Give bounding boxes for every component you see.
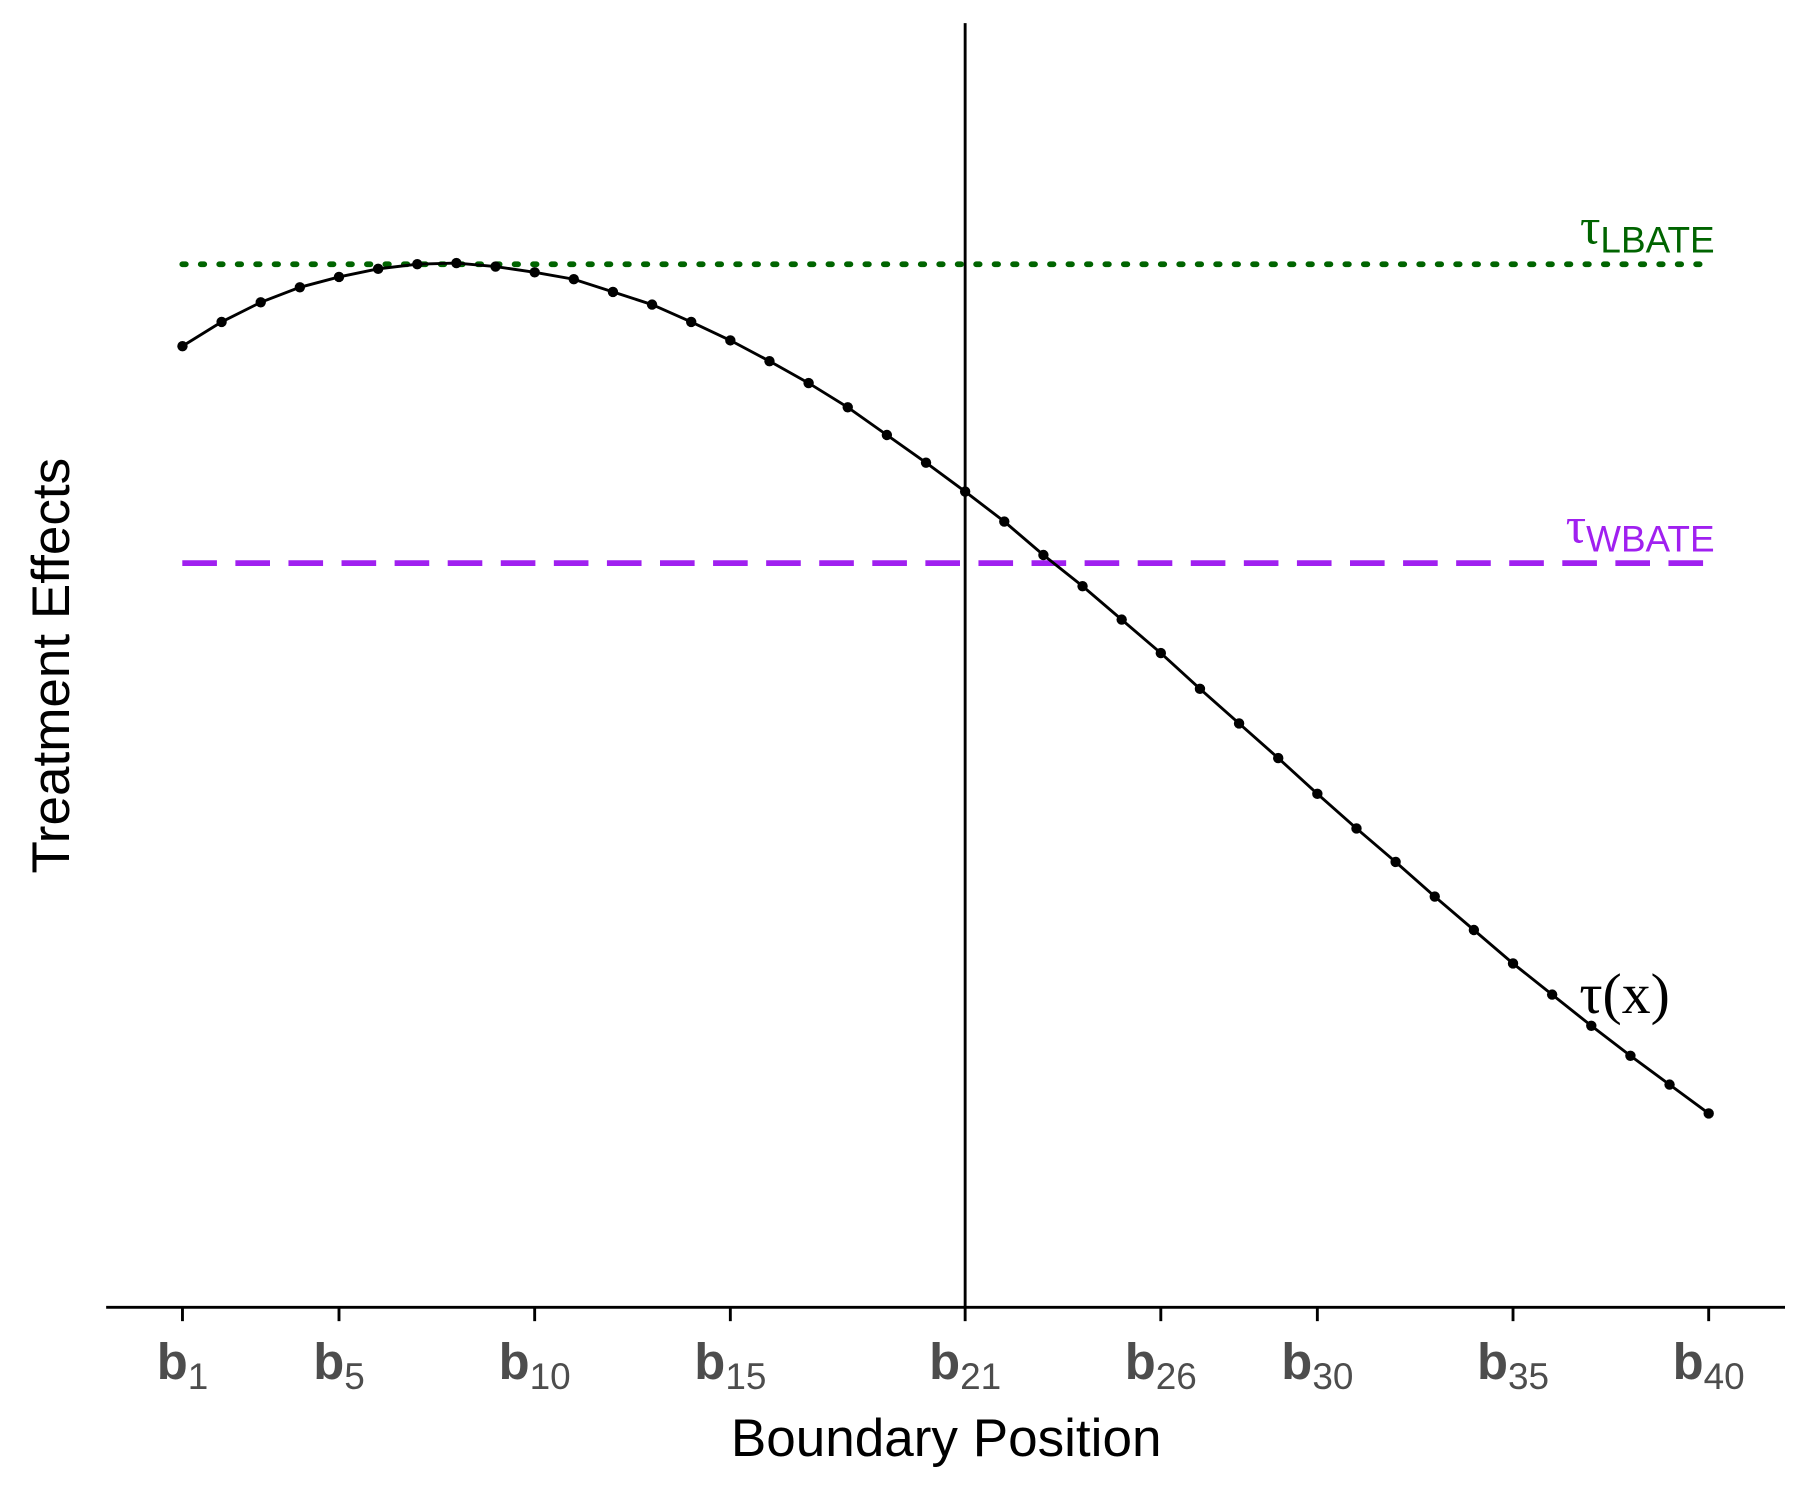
point xyxy=(842,402,853,413)
point xyxy=(1664,1079,1675,1090)
point xyxy=(568,274,579,285)
point xyxy=(1077,580,1088,592)
point xyxy=(1390,856,1401,868)
reference-label: τWBATE xyxy=(1566,497,1715,559)
point xyxy=(1351,823,1362,834)
point xyxy=(216,316,227,328)
point xyxy=(1507,958,1519,969)
y-axis-title: Treatment Effects xyxy=(22,458,81,874)
x-tick-label: b40 xyxy=(1673,1333,1745,1397)
point xyxy=(959,486,971,497)
point xyxy=(725,335,736,346)
point xyxy=(333,271,345,283)
series-label: τ(x) xyxy=(1579,963,1669,1026)
reference-label: τLBATE xyxy=(1580,198,1715,260)
point xyxy=(177,340,188,352)
point xyxy=(999,516,1010,527)
point xyxy=(1312,788,1323,800)
point xyxy=(451,257,462,269)
point xyxy=(255,297,266,308)
point xyxy=(686,316,697,328)
point xyxy=(1429,891,1440,902)
point xyxy=(1233,718,1245,729)
point xyxy=(294,282,306,293)
point xyxy=(490,261,501,272)
point xyxy=(1625,1050,1636,1061)
x-tick-label: b30 xyxy=(1281,1333,1353,1397)
point xyxy=(881,429,893,441)
point xyxy=(607,286,619,298)
line xyxy=(181,261,1710,1115)
point xyxy=(1703,1108,1714,1119)
point xyxy=(1546,989,1558,1000)
point xyxy=(803,377,814,389)
point xyxy=(764,355,775,367)
point xyxy=(372,263,384,275)
point xyxy=(1116,614,1127,625)
point xyxy=(920,457,932,468)
point xyxy=(1586,1020,1597,1031)
point xyxy=(412,259,423,270)
point xyxy=(529,267,540,278)
point xyxy=(1273,752,1284,764)
x-tick-label: b15 xyxy=(694,1333,766,1397)
x-tick-label: b10 xyxy=(499,1333,571,1397)
point xyxy=(646,299,658,310)
x-axis-title: Boundary Position xyxy=(731,1409,1162,1468)
x-tick-label: b5 xyxy=(313,1333,365,1397)
point xyxy=(1038,549,1049,561)
point xyxy=(1468,924,1480,936)
x-tick-label: b26 xyxy=(1125,1333,1197,1397)
point xyxy=(1155,647,1167,659)
point xyxy=(1194,683,1206,695)
x-tick-label: b1 xyxy=(157,1333,209,1397)
x-tick-label: b21 xyxy=(929,1333,1001,1397)
x-tick-label: b35 xyxy=(1477,1333,1549,1397)
